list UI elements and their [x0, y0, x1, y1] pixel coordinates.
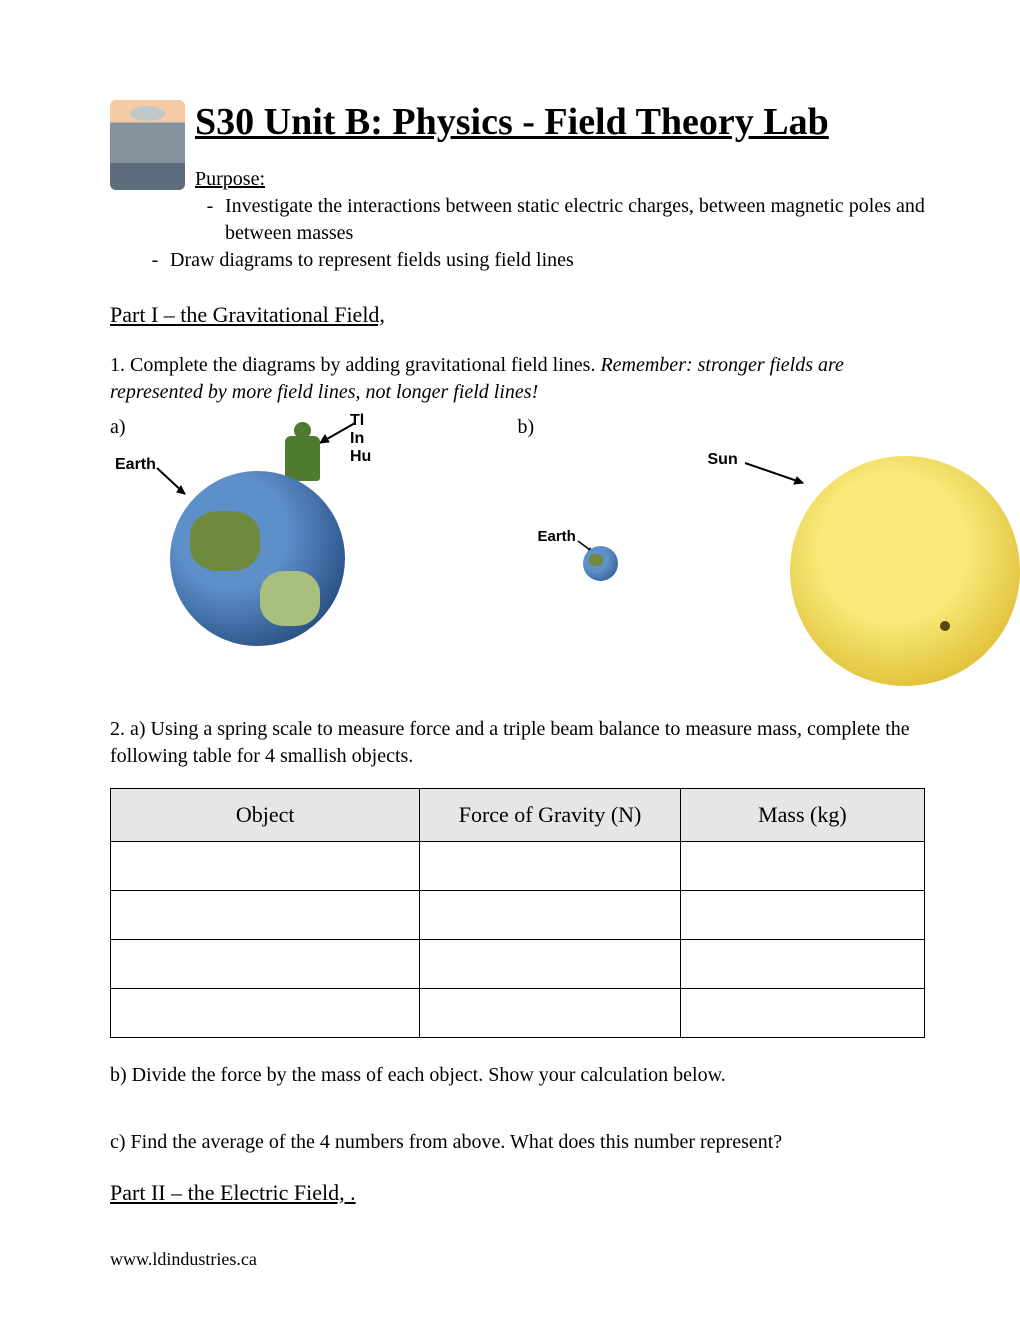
cell[interactable]: [680, 939, 924, 988]
col-force: Force of Gravity (N): [420, 788, 680, 841]
earth-small-icon: [583, 546, 618, 581]
table-row: [111, 890, 925, 939]
document-title: S30 Unit B: Physics - Field Theory Lab: [195, 100, 925, 146]
cell[interactable]: [420, 988, 680, 1037]
table-row: [111, 939, 925, 988]
purpose-block: Purpose: - Investigate the interactions …: [195, 166, 925, 247]
cell[interactable]: [680, 841, 924, 890]
purpose-item: - Draw diagrams to represent fields usin…: [140, 247, 925, 274]
question-2a: 2. a) Using a spring scale to measure fo…: [110, 716, 925, 770]
table-row: [111, 841, 925, 890]
table-row: [111, 988, 925, 1037]
diagram-b: b) Earth Sun: [518, 416, 926, 656]
q1-lead: 1. Complete the diagrams by adding gravi…: [110, 354, 600, 376]
purpose-continued: - Draw diagrams to represent fields usin…: [110, 247, 925, 274]
cell[interactable]: [111, 988, 420, 1037]
header-row: S30 Unit B: Physics - Field Theory Lab P…: [110, 100, 925, 247]
arrow-icon: [743, 461, 813, 491]
cell[interactable]: [111, 841, 420, 890]
earth-large-icon: [170, 471, 345, 646]
part2-heading: Part II – the Electric Field, .: [110, 1180, 925, 1206]
part1-heading: Part I – the Gravitational Field,: [110, 302, 925, 328]
cell[interactable]: [680, 890, 924, 939]
sun-icon: [790, 456, 1020, 686]
earth-label: Earth: [115, 456, 156, 474]
diagram-b-label: b): [518, 416, 535, 439]
arrow-icon: [315, 421, 365, 451]
page: S30 Unit B: Physics - Field Theory Lab P…: [0, 0, 1020, 1320]
hulk-figure-icon: [285, 436, 320, 481]
purpose-item: - Investigate the interactions between s…: [195, 193, 925, 247]
question-1: 1. Complete the diagrams by adding gravi…: [110, 352, 925, 406]
experiment-apparatus-icon: [110, 100, 185, 190]
cropped-line: Hu: [350, 448, 371, 466]
table-header-row: Object Force of Gravity (N) Mass (kg): [111, 788, 925, 841]
sun-label: Sun: [708, 451, 738, 469]
header-text-block: S30 Unit B: Physics - Field Theory Lab P…: [195, 100, 925, 247]
diagram-row: a) Earth Tl In Hu b) Earth Sun: [110, 416, 925, 656]
purpose-item-text: Investigate the interactions between sta…: [225, 193, 925, 247]
col-object: Object: [111, 788, 420, 841]
cell[interactable]: [111, 939, 420, 988]
diagram-a-label: a): [110, 416, 126, 439]
cell[interactable]: [111, 890, 420, 939]
purpose-label: Purpose:: [195, 168, 265, 190]
data-table: Object Force of Gravity (N) Mass (kg): [110, 788, 925, 1038]
cell[interactable]: [420, 939, 680, 988]
bullet-dash-icon: -: [140, 247, 170, 274]
footer-url: www.ldindustries.ca: [110, 1249, 257, 1270]
col-mass: Mass (kg): [680, 788, 924, 841]
cell[interactable]: [420, 841, 680, 890]
question-2c: c) Find the average of the 4 numbers fro…: [110, 1129, 925, 1156]
arrow-icon: [155, 466, 195, 506]
question-2b: b) Divide the force by the mass of each …: [110, 1062, 925, 1089]
bullet-dash-icon: -: [195, 193, 225, 247]
cell[interactable]: [420, 890, 680, 939]
earth-label-small: Earth: [538, 528, 576, 545]
purpose-item-text: Draw diagrams to represent fields using …: [170, 247, 574, 274]
cell[interactable]: [680, 988, 924, 1037]
diagram-a: a) Earth Tl In Hu: [110, 416, 518, 656]
